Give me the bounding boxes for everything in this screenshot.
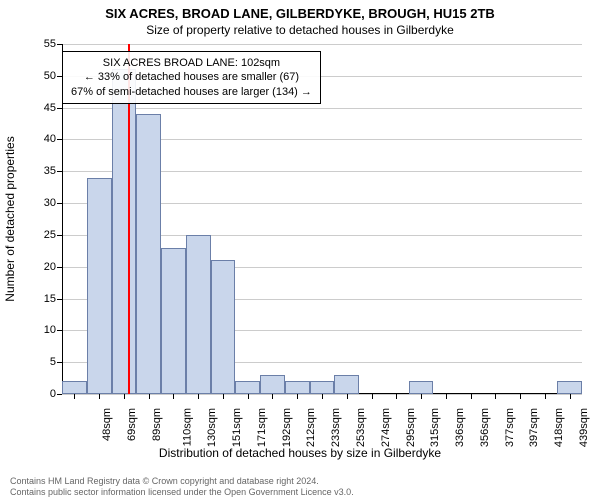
y-tick-label: 5 [32,356,56,368]
x-tick-label: 233sqm [330,408,342,447]
x-tick-label: 212sqm [306,408,318,447]
x-tick-mark [421,394,422,399]
info-box-line: 67% of semi-detached houses are larger (… [71,85,312,99]
chart-container: SIX ACRES, BROAD LANE, GILBERDYKE, BROUG… [0,0,600,500]
x-tick-mark [124,394,125,399]
x-tick-label: 439sqm [578,408,590,447]
histogram-bar [136,114,161,394]
y-tick-label: 15 [32,293,56,305]
y-tick-label: 25 [32,229,56,241]
chart-title: SIX ACRES, BROAD LANE, GILBERDYKE, BROUG… [0,6,600,21]
x-tick-label: 130sqm [207,408,219,447]
x-tick-label: 418sqm [553,408,565,447]
x-tick-mark [570,394,571,399]
histogram-bar [112,69,137,394]
x-tick-label: 171sqm [256,408,268,447]
y-tick-label: 20 [32,261,56,273]
x-tick-label: 192sqm [281,408,293,447]
y-tick-label: 30 [32,197,56,209]
x-tick-label: 253sqm [355,408,367,447]
x-tick-mark [248,394,249,399]
x-tick-label: 377sqm [504,408,516,447]
footer-line2: Contains public sector information licen… [10,487,354,498]
x-tick-mark [74,394,75,399]
histogram-bar [260,375,285,394]
histogram-bar [211,260,236,394]
y-tick-label: 10 [32,324,56,336]
x-tick-mark [545,394,546,399]
x-tick-mark [272,394,273,399]
histogram-bar [409,381,434,394]
y-tick-label: 50 [32,70,56,82]
x-tick-label: 110sqm [181,408,193,446]
footer-line1: Contains HM Land Registry data © Crown c… [10,476,354,487]
gridline [62,108,582,109]
info-box: SIX ACRES BROAD LANE: 102sqm← 33% of det… [62,51,321,104]
y-tick-label: 40 [32,133,56,145]
histogram-bar [87,178,112,394]
info-box-line: SIX ACRES BROAD LANE: 102sqm [71,56,312,70]
x-tick-mark [347,394,348,399]
y-tick-label: 0 [32,388,56,400]
chart-subtitle: Size of property relative to detached ho… [0,23,600,37]
histogram-bar [161,248,186,394]
x-tick-mark [99,394,100,399]
x-axis-label: Distribution of detached houses by size … [0,446,600,460]
x-tick-mark [372,394,373,399]
x-tick-mark [495,394,496,399]
x-tick-mark [223,394,224,399]
y-tick-mark [57,394,62,395]
y-axis-label: Number of detached properties [3,136,17,301]
x-tick-mark [520,394,521,399]
histogram-bar [334,375,359,394]
y-tick-label: 55 [32,38,56,50]
x-tick-label: 89sqm [151,408,163,441]
y-tick-label: 35 [32,165,56,177]
info-box-line: ← 33% of detached houses are smaller (67… [71,70,312,84]
x-tick-label: 336sqm [454,408,466,447]
x-tick-label: 295sqm [405,408,417,447]
x-tick-label: 315sqm [429,408,441,447]
histogram-bar [62,381,87,394]
histogram-bar [186,235,211,394]
x-tick-label: 274sqm [380,408,392,447]
gridline [62,44,582,45]
x-tick-mark [396,394,397,399]
x-tick-label: 48sqm [101,408,113,441]
histogram-bar [285,381,310,394]
x-tick-mark [471,394,472,399]
x-tick-mark [297,394,298,399]
plot-area: 051015202530354045505548sqm69sqm89sqm110… [62,44,582,394]
x-tick-label: 397sqm [528,408,540,447]
x-tick-mark [198,394,199,399]
histogram-bar [557,381,582,394]
x-tick-mark [149,394,150,399]
x-tick-mark [173,394,174,399]
histogram-bar [310,381,335,394]
histogram-bar [235,381,260,394]
x-tick-label: 356sqm [479,408,491,447]
x-tick-mark [446,394,447,399]
x-tick-label: 151sqm [231,408,243,447]
x-tick-mark [322,394,323,399]
x-tick-label: 69sqm [126,408,138,441]
footer-attribution: Contains HM Land Registry data © Crown c… [10,476,354,498]
y-tick-label: 45 [32,102,56,114]
